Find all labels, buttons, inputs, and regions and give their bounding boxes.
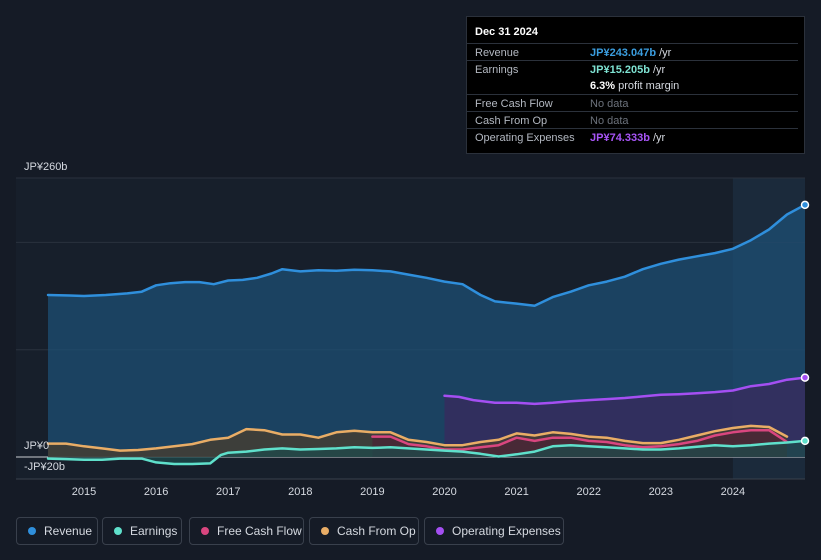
series-endpoint-earnings xyxy=(800,436,810,446)
x-tick-label: 2022 xyxy=(576,486,600,498)
tooltip-row-free-cash-flow: Free Cash Flow No data xyxy=(467,94,798,112)
series-area-earnings xyxy=(48,440,805,464)
series-line-revenue xyxy=(46,203,807,307)
x-tick-label: 2020 xyxy=(432,486,456,498)
tooltip-label: Cash From Op xyxy=(475,115,548,127)
tooltip-unit: /yr xyxy=(659,47,672,59)
tooltip-row-operating-expenses: Operating Expenses JP¥74.333b /yr xyxy=(467,128,798,146)
series-endpoint-revenue xyxy=(800,200,810,210)
tooltip-unit: profit margin xyxy=(618,80,680,92)
tooltip-row-cash-from-op: Cash From Op No data xyxy=(467,111,798,129)
y-tick-label: -JP¥20b xyxy=(24,461,65,473)
series-line-operating-expenses xyxy=(443,376,807,406)
legend-dot-icon xyxy=(114,527,122,535)
series-line-cash-from-op xyxy=(46,424,789,452)
legend-dot-icon xyxy=(436,527,444,535)
tooltip-row-margin: 6.3% profit margin xyxy=(467,77,798,94)
legend-item-earnings[interactable]: Earnings xyxy=(102,517,182,545)
legend-dot-icon xyxy=(201,527,209,535)
tooltip-row-revenue: Revenue JP¥243.047b /yr xyxy=(467,43,798,61)
tooltip-label: Revenue xyxy=(475,47,520,59)
x-tick-label: 2017 xyxy=(216,486,240,498)
legend-item-revenue[interactable]: Revenue xyxy=(16,517,98,545)
legend-item-cash-from-op[interactable]: Cash From Op xyxy=(309,517,419,545)
x-tick-label: 2019 xyxy=(360,486,384,498)
series-line-earnings xyxy=(46,439,807,466)
series-endpoint-operating-expenses xyxy=(800,373,810,382)
tooltip-value: No data xyxy=(590,98,629,110)
legend-label: Revenue xyxy=(44,524,93,538)
legend-dot-icon xyxy=(321,527,329,535)
y-tick-label: JP¥260b xyxy=(24,161,67,173)
tooltip-value: JP¥243.047b xyxy=(590,47,657,59)
tooltip-label: Operating Expenses xyxy=(475,132,575,144)
y-tick-label: JP¥0 xyxy=(24,440,49,452)
tooltip-value: JP¥15.205b xyxy=(590,64,650,76)
series-line-free-cash-flow xyxy=(371,428,789,451)
x-tick-label: 2024 xyxy=(721,486,745,498)
tooltip-date: Dec 31 2024 xyxy=(475,26,538,38)
tooltip-value: No data xyxy=(590,115,629,127)
x-tick-label: 2023 xyxy=(649,486,673,498)
tooltip-value: JP¥74.333b xyxy=(590,132,650,144)
legend-dot-icon xyxy=(28,527,36,535)
x-tick-label: 2016 xyxy=(144,486,168,498)
legend-label: Free Cash Flow xyxy=(217,524,302,538)
tooltip-label: Free Cash Flow xyxy=(475,98,553,110)
tooltip-panel: Dec 31 2024 Revenue JP¥243.047b /yr Earn… xyxy=(466,16,805,154)
legend-label: Cash From Op xyxy=(337,524,416,538)
tooltip-row-earnings: Earnings JP¥15.205b /yr xyxy=(467,60,798,78)
legend-item-free-cash-flow[interactable]: Free Cash Flow xyxy=(189,517,304,545)
x-tick-label: 2021 xyxy=(504,486,528,498)
tooltip-value: 6.3% xyxy=(590,80,616,92)
legend-label: Earnings xyxy=(130,524,178,538)
tooltip-label: Earnings xyxy=(475,64,519,76)
tooltip-unit: /yr xyxy=(653,64,666,76)
x-tick-label: 2015 xyxy=(72,486,96,498)
x-tick-label: 2018 xyxy=(288,486,312,498)
legend-item-operating-expenses[interactable]: Operating Expenses xyxy=(424,517,564,545)
series-area-revenue xyxy=(48,204,805,457)
legend-label: Operating Expenses xyxy=(452,524,561,538)
tooltip-unit: /yr xyxy=(653,132,666,144)
